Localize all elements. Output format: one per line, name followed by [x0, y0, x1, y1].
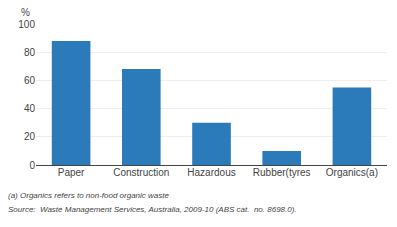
svg-text:Rubber(tyres: Rubber(tyres — [253, 167, 311, 178]
svg-text:20: 20 — [24, 131, 36, 142]
svg-text:80: 80 — [24, 47, 36, 58]
svg-text:Paper: Paper — [58, 167, 85, 178]
svg-text:40: 40 — [24, 103, 36, 114]
svg-text:%: % — [21, 7, 30, 18]
svg-text:Source: Waste Management Serv: Source: Waste Management Services, Austr… — [8, 205, 297, 214]
svg-text:Organics(a): Organics(a) — [326, 167, 378, 178]
svg-text:0: 0 — [29, 160, 35, 171]
svg-text:Hazardous: Hazardous — [187, 167, 235, 178]
svg-text:100: 100 — [18, 19, 35, 30]
svg-text:(a) Organics refers to non-foo: (a) Organics refers to non-food organic … — [8, 191, 170, 200]
svg-text:Construction: Construction — [113, 167, 169, 178]
svg-text:60: 60 — [24, 75, 36, 86]
